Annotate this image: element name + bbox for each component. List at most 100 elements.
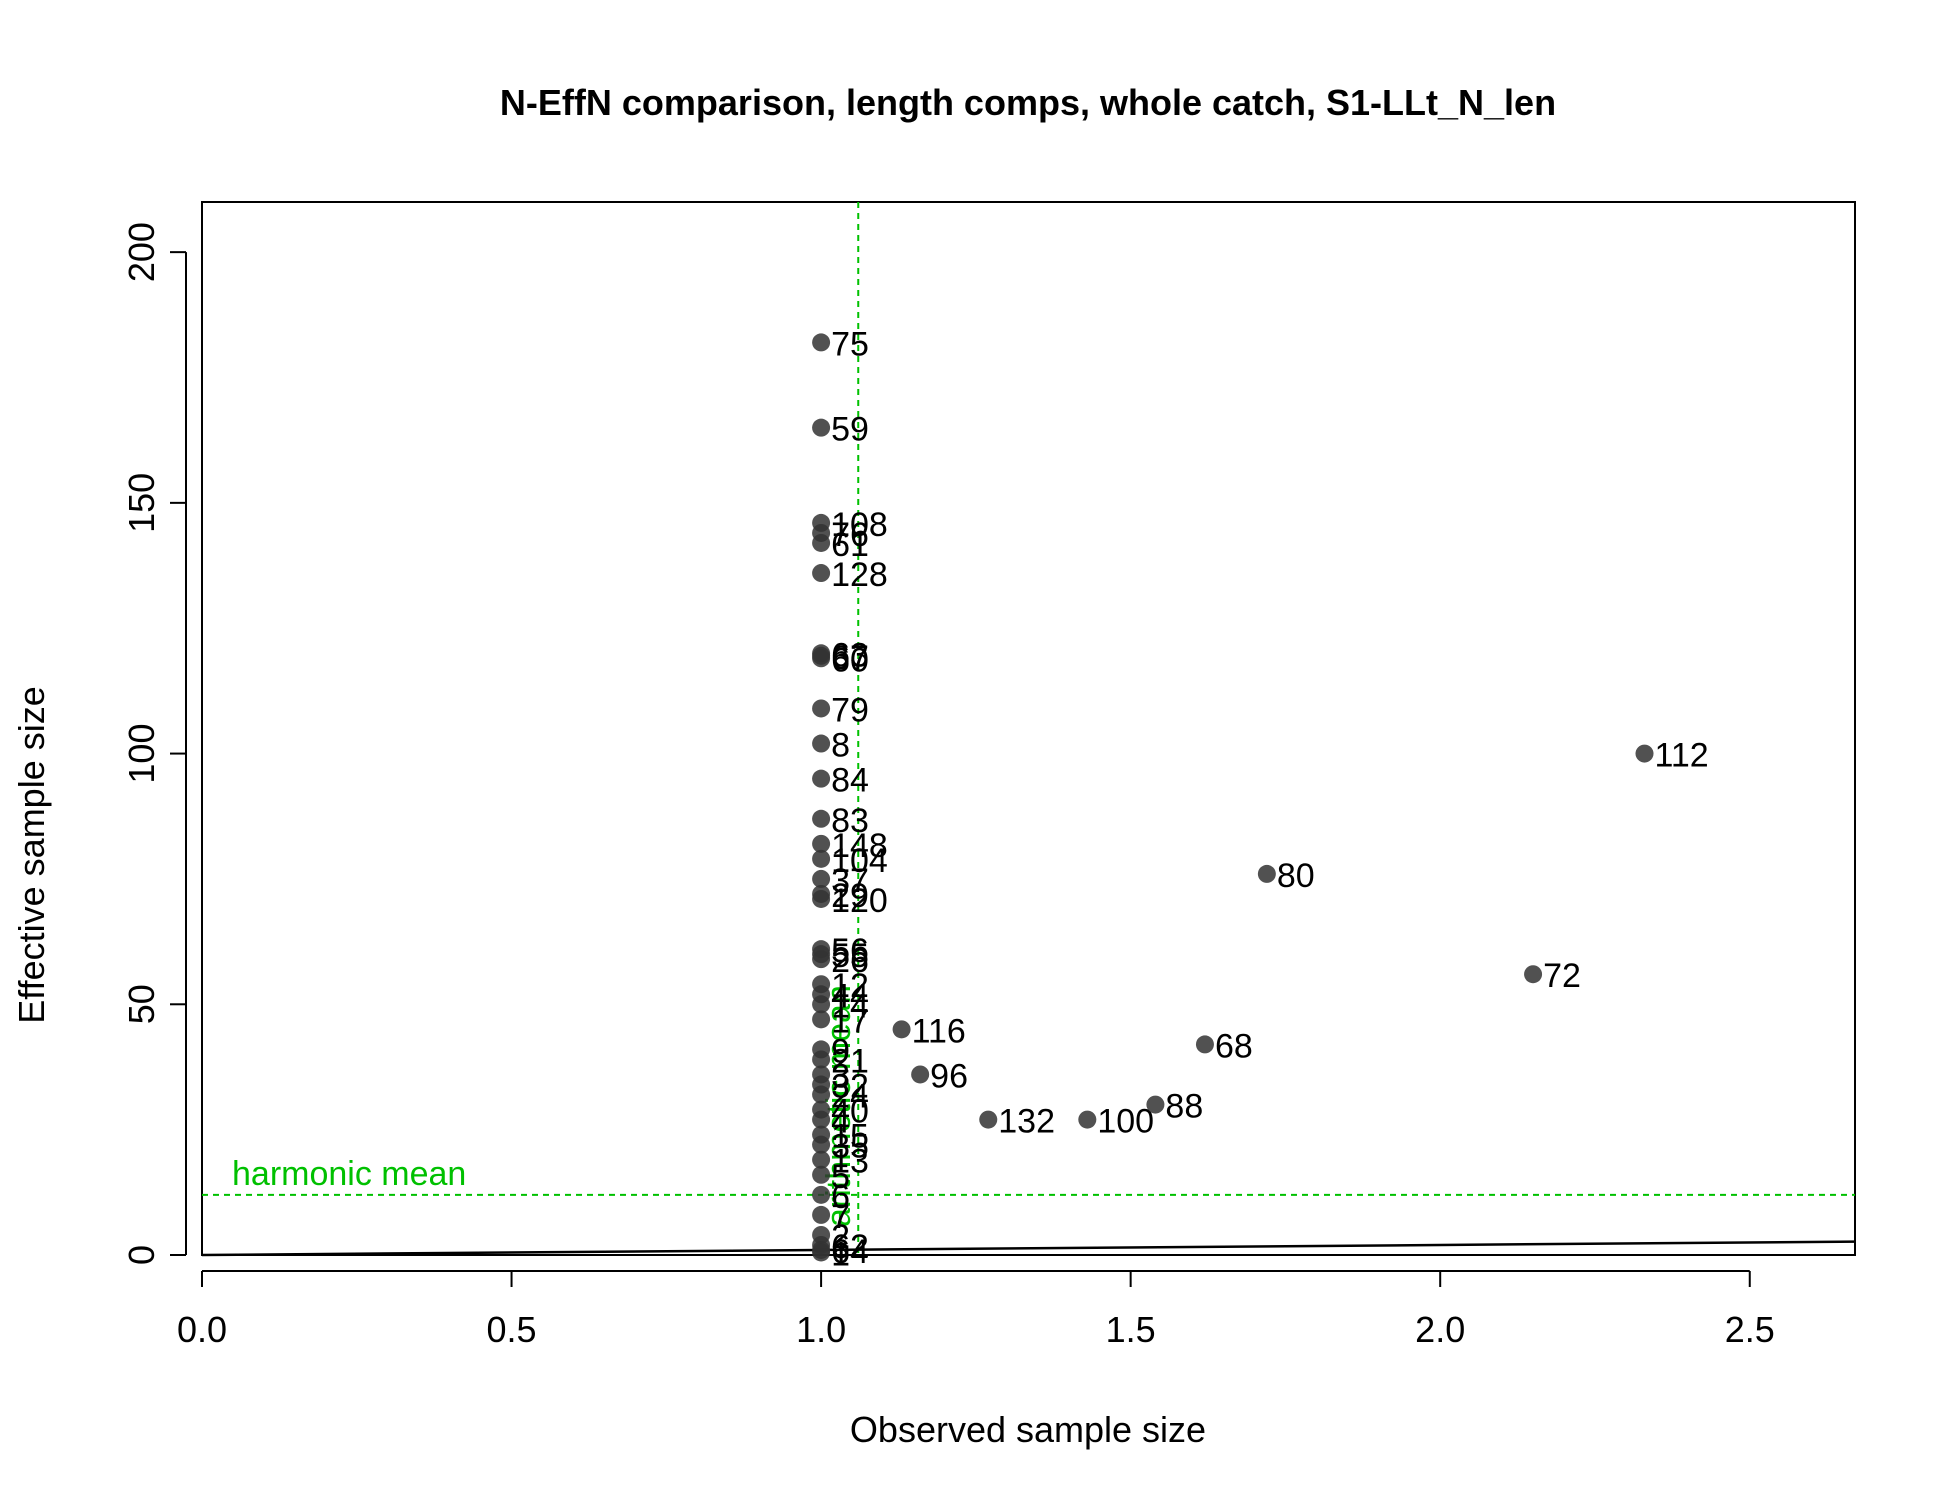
data-point — [1078, 1110, 1097, 1129]
data-point-label: 24 — [831, 1078, 869, 1116]
data-point — [812, 869, 831, 888]
data-point — [1195, 1035, 1214, 1054]
data-point-label: 72 — [1543, 957, 1581, 995]
data-point — [911, 1065, 930, 1084]
data-point — [812, 418, 831, 437]
data-point-label: 56 — [831, 932, 869, 970]
data-point-label: 3 — [831, 1057, 850, 1095]
harmonic-mean-label: harmonic mean — [232, 1155, 466, 1193]
data-point — [812, 1205, 831, 1224]
data-point-label: 88 — [1165, 1088, 1203, 1126]
data-point-label: 13 — [831, 1143, 869, 1181]
x-tick-label: 2.5 — [1725, 1309, 1775, 1350]
one-to-one-line — [201, 1240, 1856, 1257]
data-point-label: 55 — [831, 937, 869, 975]
data-point — [812, 734, 831, 753]
data-point-label: 112 — [1655, 737, 1709, 775]
data-point-label: 2 — [831, 1218, 850, 1256]
data-point — [892, 1020, 911, 1039]
y-tick-label: 100 — [121, 724, 162, 784]
data-point — [812, 995, 831, 1014]
data-point-label: 14 — [831, 987, 869, 1025]
data-point-label: 67 — [831, 639, 869, 677]
data-point-label: 9 — [831, 1032, 850, 1070]
data-point — [812, 1085, 831, 1104]
data-point-label: 4 — [831, 1103, 850, 1141]
data-point-label: 64 — [831, 1233, 869, 1271]
data-point — [979, 1110, 998, 1129]
data-point-label: 5 — [831, 1158, 850, 1196]
data-point-label: 61 — [831, 526, 869, 564]
data-point — [812, 1165, 831, 1184]
data-point — [812, 1185, 831, 1204]
data-point-label: 80 — [1277, 857, 1315, 895]
data-point-label: 29 — [831, 877, 869, 915]
data-point — [812, 834, 831, 853]
data-point-label: 132 — [998, 1103, 1055, 1141]
data-point-label: 44 — [831, 977, 869, 1015]
y-axis-label: Effective sample size — [11, 686, 52, 1023]
data-point — [812, 649, 831, 668]
data-point-label: 96 — [930, 1057, 968, 1095]
data-point-label: 84 — [831, 762, 869, 800]
chart-title: N-EffN comparison, length comps, whole c… — [500, 82, 1556, 123]
data-point — [812, 1010, 831, 1029]
data-point-label: 6 — [831, 1178, 850, 1216]
data-point-label: 120 — [831, 882, 888, 920]
data-point-label: 104 — [831, 842, 888, 880]
data-point — [812, 699, 831, 718]
x-tick-label: 1.5 — [1106, 1309, 1156, 1350]
data-point-label: 15 — [831, 1118, 869, 1156]
x-axis-label: Observed sample size — [850, 1409, 1206, 1450]
plot-frame — [201, 201, 1856, 1256]
data-point — [812, 1135, 831, 1154]
data-point-label: 148 — [831, 827, 888, 865]
x-axis: 0.0 0.5 1.0 1.5 2.0 2.5 — [177, 1270, 1775, 1350]
data-point — [1635, 744, 1654, 763]
data-point — [812, 1243, 831, 1262]
data-point-label: 75 — [831, 325, 869, 363]
data-point-label: 100 — [1097, 1103, 1154, 1141]
data-point — [1524, 965, 1543, 984]
data-point-label: 108 — [831, 506, 888, 544]
data-point-label: 40 — [831, 1093, 869, 1131]
data-point-label: 116 — [912, 1012, 966, 1050]
data-point — [812, 849, 831, 868]
x-tick-label: 0.0 — [177, 1309, 227, 1350]
data-point-label: 7 — [831, 1198, 850, 1236]
data-point-label: 8 — [831, 727, 850, 765]
data-point-label: 79 — [831, 691, 869, 729]
data-point-label: 1 — [831, 1235, 850, 1273]
data-point-label: 21 — [831, 1042, 869, 1080]
data-point-label: 68 — [1215, 1027, 1253, 1065]
data-point — [812, 1110, 831, 1129]
data-point-label: 76 — [831, 516, 869, 554]
y-tick-label: 0 — [121, 1245, 162, 1265]
data-point — [812, 889, 831, 908]
data-point — [812, 950, 831, 969]
y-axis: 0 50 100 150 200 — [121, 222, 187, 1265]
data-point — [1146, 1095, 1165, 1114]
data-point-label: 128 — [831, 556, 888, 594]
data-point — [812, 333, 831, 352]
data-point — [812, 1050, 831, 1069]
data-point — [812, 564, 831, 583]
data-point-label: 35 — [831, 1128, 869, 1166]
y-tick-label: 200 — [121, 222, 162, 282]
x-tick-label: 2.0 — [1415, 1309, 1465, 1350]
data-point-label: 60 — [831, 641, 869, 679]
data-point-label: 26 — [831, 942, 869, 980]
data-point — [1257, 864, 1276, 883]
data-point-label: 63 — [831, 636, 869, 674]
y-tick-label: 50 — [121, 984, 162, 1024]
data-point — [812, 809, 831, 828]
data-point — [812, 533, 831, 552]
data-points: 7559108766112863676079884831481043729120… — [812, 325, 1709, 1273]
data-point — [812, 769, 831, 788]
data-point-label: 17 — [831, 1002, 869, 1040]
y-tick-label: 150 — [121, 473, 162, 533]
data-point-label: 32 — [831, 1068, 869, 1106]
x-tick-label: 0.5 — [487, 1309, 537, 1350]
data-point-label: 37 — [831, 862, 869, 900]
